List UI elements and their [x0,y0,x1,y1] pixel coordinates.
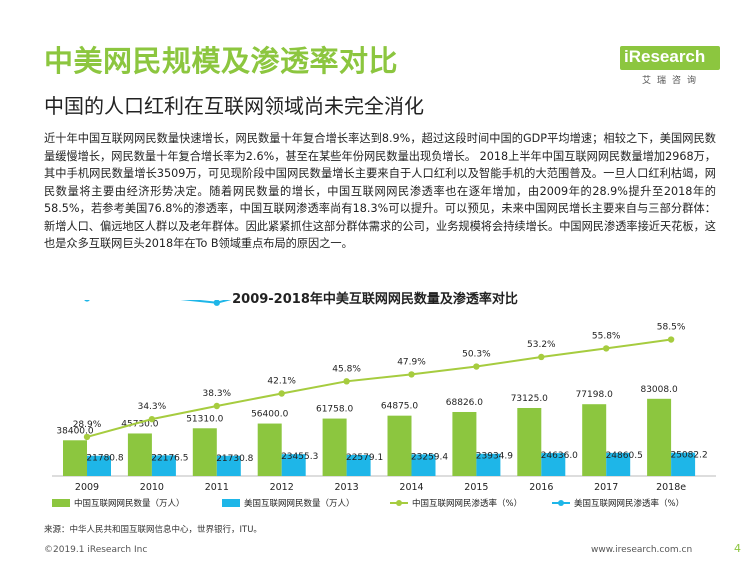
label-china-count-2012: 56400.0 [251,410,288,420]
copyright: ©2019.1 iResearch Inc [44,545,148,555]
label-us-count-2018e: 25082.2 [670,451,707,461]
page-subtitle: 中国的人口红利在互联网领域尚未完全消化 [44,94,424,118]
label-china-rate-2010: 34.3% [138,402,167,412]
bar-china-2017 [582,404,607,476]
source-note: 来源：中华人民共和国互联网信息中心，世界银行，ITU。 [44,525,262,535]
logo-brand: iResearch [624,47,706,66]
legend-marker-us-rate [558,500,564,506]
label-china-count-2017: 77198.0 [576,390,613,400]
label-china-rate-2016: 53.2% [527,340,556,350]
label-china-rate-2015: 50.3% [462,350,491,360]
label-china-count-2016: 73125.0 [511,394,548,404]
point-china-rate-2009 [83,433,91,441]
point-china-rate-2015 [473,363,480,370]
x-tick-2009: 2009 [75,482,99,493]
bar-us-2012 [281,454,306,476]
legend-label-us-rate: 美国互联网网民渗透率（%） [574,498,684,509]
legend-swatch-us-count [222,499,240,507]
label-us-count-2012: 23455.3 [281,452,318,462]
x-tick-2010: 2010 [140,482,164,493]
label-china-count-2009: 38400.0 [56,426,93,436]
chart-svg: 38400.0 21780.8 2009 45730.0 22176.5 2010 5131… [52,300,716,509]
bar-china-2012 [257,423,282,476]
page-title: 中美网民规模及渗透率对比 [44,44,399,78]
label-china-count-2010: 45730.0 [121,419,158,429]
x-tick-2018e: 2018e [656,482,686,493]
point-china-rate-2013 [343,378,350,385]
label-china-rate-2011: 38.3% [203,389,232,399]
label-china-rate-2017: 55.8% [592,331,621,341]
logo-subtext: 艾瑞咨询 [642,76,703,86]
line-us-rate [180,300,232,304]
legend-swatch-china-count [52,499,70,507]
bar-us-2014 [411,454,436,476]
bar-us-2017 [606,452,631,476]
legend-label-china-count: 中国互联网网民数量（万人） [74,498,185,509]
label-china-rate-2018e: 58.5% [657,323,686,333]
label-us-count-2013: 22579.1 [346,453,383,463]
point-china-rate-2018e [667,336,675,343]
label-us-count-2015: 23934.9 [476,452,513,462]
legend-marker-china-rate [396,500,402,506]
point-us-rate-2009 [84,300,90,302]
x-tick-2017: 2017 [594,482,618,493]
bar-china-2010 [127,433,152,476]
point-china-rate-2010 [148,415,156,423]
line-china-rate [86,338,672,438]
bar-us-2010 [151,455,176,476]
label-china-rate-2009: 28.9% [73,420,102,430]
bar-us-2011 [216,455,241,476]
label-china-rate-2012: 42.1% [267,376,296,386]
bar-us-2009 [87,455,111,476]
point-us-rate-2011 [213,300,220,306]
point-china-rate-2012 [278,390,285,397]
chart-title: 2009-2018年中美互联网网民数量及渗透率对比 [232,292,518,307]
label-us-count-2010: 22176.5 [151,453,188,463]
x-tick-2011: 2011 [205,482,229,493]
x-tick-2013: 2013 [335,482,359,493]
page-number: 4 [734,542,741,555]
label-us-count-2014: 23259.4 [411,452,448,462]
point-china-rate-2017 [603,345,610,352]
legend-label-china-rate: 中国互联网网民渗透率（%） [412,498,522,509]
label-china-count-2015: 68826.0 [446,398,483,408]
bar-china-2011 [192,428,217,476]
x-tick-2012: 2012 [270,482,294,493]
x-tick-2016: 2016 [529,482,553,493]
label-china-count-2011: 51310.0 [186,414,223,424]
label-us-count-2009: 21780.8 [86,454,123,464]
x-tick-2015: 2015 [464,482,488,493]
label-us-count-2011: 21730.8 [216,454,253,464]
label-china-count-2018e: 83008.0 [640,385,677,395]
label-china-count-2013: 61758.0 [316,405,353,415]
bar-china-2016 [517,407,542,476]
point-china-rate-2011 [213,402,220,410]
logo-badge: iResearch [620,46,720,70]
bar-us-2018e [671,452,696,476]
label-us-count-2016: 24636.0 [541,451,578,461]
point-china-rate-2016 [538,353,545,361]
legend-label-us-count: 美国互联网网民数量（万人） [244,498,355,509]
iresearch-logo: iResearch 艾瑞咨询 [620,46,720,86]
website: www.iresearch.com.cn [591,545,693,555]
bar-us-2013 [346,455,371,476]
bar-china-2018e [647,398,672,476]
point-china-rate-2014 [408,371,415,378]
label-us-count-2017: 24860.5 [606,451,643,461]
label-china-count-2014: 64875.0 [381,402,418,412]
bar-china-2009 [63,440,87,476]
bar-china-2015 [452,411,477,476]
bar-china-2014 [387,415,412,476]
x-tick-2014: 2014 [399,482,423,493]
bar-us-2015 [476,453,501,476]
bar-china-2013 [322,418,347,476]
label-china-rate-2013: 45.8% [332,364,361,374]
body-paragraph: 近十年中国互联网网民数量快速增长，网民数量十年复合增长率达到8.9%，超过这段时… [44,132,716,250]
label-china-rate-2014: 47.9% [397,357,426,367]
bar-us-2016 [541,453,566,476]
